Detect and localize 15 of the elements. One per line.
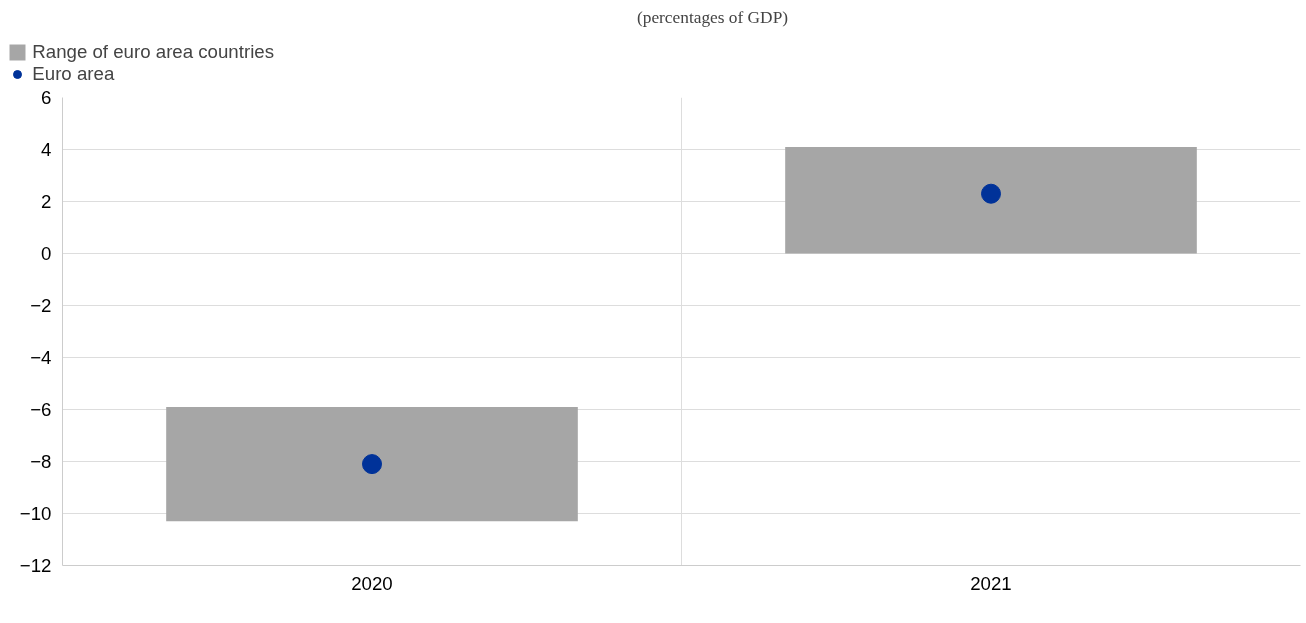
x-tick-label: 2020 bbox=[351, 572, 393, 594]
y-tick-label: 0 bbox=[41, 243, 52, 264]
chart-title: (percentages of GDP) bbox=[636, 7, 789, 27]
y-tick-label: 2 bbox=[41, 191, 52, 212]
y-tick-label: −12 bbox=[19, 555, 52, 576]
y-tick-label: −2 bbox=[30, 295, 52, 316]
x-tick-label: 2021 bbox=[970, 572, 1012, 594]
legend-label: Euro area bbox=[32, 63, 115, 85]
y-tick-label: −6 bbox=[30, 399, 52, 420]
y-tick-label: −10 bbox=[19, 503, 52, 524]
y-tick-label: −4 bbox=[30, 347, 52, 368]
y-tick-label: 4 bbox=[41, 139, 52, 160]
y-tick-label: −8 bbox=[30, 451, 52, 472]
y-tick-label: 6 bbox=[41, 87, 52, 108]
legend-label: Range of euro area countries bbox=[32, 41, 274, 63]
